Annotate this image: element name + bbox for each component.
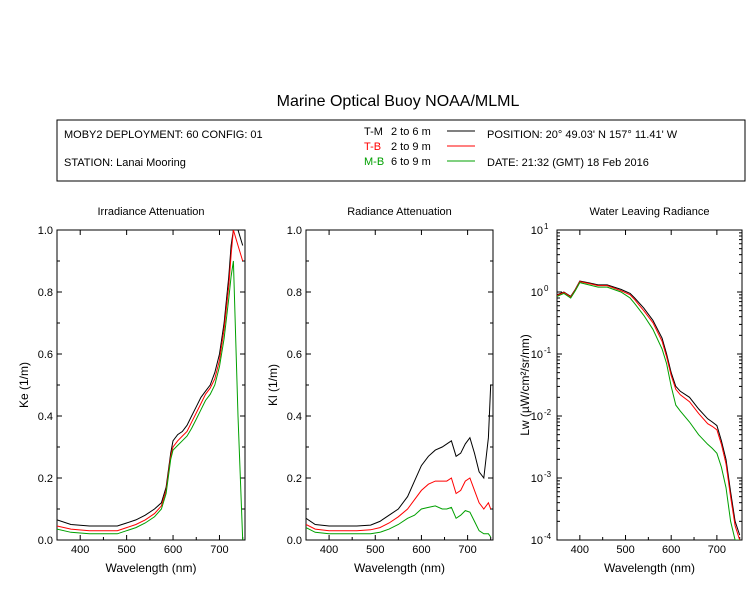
y-tick-label: 0.2 [287, 473, 302, 485]
plot-frame [305, 229, 494, 541]
series-line [557, 281, 741, 540]
y-tick-label: 1.0 [38, 225, 53, 237]
series-line [57, 230, 244, 527]
x-tick-label: 400 [571, 544, 589, 556]
position-text: POSITION: 20° 49.03' N 157° 11.41' W [487, 129, 678, 141]
y-tick-label: 10 [531, 287, 543, 299]
station-text: STATION: Lanai Mooring [64, 157, 186, 169]
panel-title: Irradiance Attenuation [97, 206, 204, 218]
y-tick-label: 10 [531, 473, 543, 485]
y-axis-label: Kl (1/m) [266, 364, 280, 406]
legend-range: 2 to 6 m [391, 126, 431, 138]
y-tick-label: 10 [531, 535, 543, 547]
x-tick-label: 700 [458, 544, 476, 556]
chart-title: Marine Optical Buoy NOAA/MLML [277, 93, 520, 110]
x-axis-label: Wavelength (nm) [354, 561, 445, 575]
y-tick-label: 0.6 [38, 349, 53, 361]
series-line [306, 477, 492, 532]
y-tick-label: 10 [531, 225, 543, 237]
chart-panel: Radiance Attenuation 400 500 600 700 0.0 0.2 0.… [266, 206, 494, 575]
y-tick-label-exponent: -4 [544, 532, 552, 541]
y-tick-label: 10 [531, 411, 543, 423]
y-tick-label-exponent: -2 [544, 408, 552, 417]
x-tick-label: 400 [71, 544, 89, 556]
x-tick-label: 600 [412, 544, 430, 556]
series-line [557, 282, 740, 540]
x-tick-label: 500 [117, 544, 135, 556]
x-tick-label: 700 [708, 544, 726, 556]
x-axis-label: Wavelength (nm) [106, 561, 197, 575]
series-line [306, 505, 492, 538]
chart-panels: Irradiance Attenuation 400 500 600 700 0.0 0.2… [17, 206, 743, 575]
date-text: DATE: 21:32 (GMT) 18 Feb 2016 [487, 157, 649, 169]
y-tick-label: 0.2 [38, 473, 53, 485]
x-tick-label: 500 [366, 544, 384, 556]
y-tick-label: 0.4 [287, 411, 302, 423]
y-tick-label-base: 10 [531, 349, 543, 361]
panel-title: Water Leaving Radiance [589, 206, 709, 218]
y-tick-label-base: 10 [531, 473, 543, 485]
legend-code: T-M [364, 126, 383, 138]
chart-panel: Irradiance Attenuation 400 500 600 700 0.0 0.2… [17, 206, 246, 575]
y-tick-label-exponent: 1 [544, 222, 549, 231]
y-tick-label-exponent: 0 [544, 284, 549, 293]
y-tick-label: 0.6 [287, 349, 302, 361]
y-tick-label-base: 10 [531, 411, 543, 423]
y-axis-label: Lw (µW/cm²/sr/nm) [518, 334, 532, 436]
legend-range: 6 to 9 m [391, 156, 431, 168]
legend: T-M 2 to 6 m T-B 2 to 9 m M-B 6 to 9 m [364, 126, 475, 168]
series-line [557, 280, 741, 536]
plot-frame [56, 229, 246, 541]
info-box: MOBY2 DEPLOYMENT: 60 CONFIG: 01 STATION:… [56, 119, 746, 182]
x-tick-label: 600 [164, 544, 182, 556]
x-tick-label: 400 [320, 544, 338, 556]
series-line [57, 230, 244, 532]
y-tick-label: 0.8 [287, 287, 302, 299]
y-tick-label-exponent: -3 [544, 470, 552, 479]
y-tick-label-base: 10 [531, 225, 543, 237]
series-line [57, 260, 244, 540]
y-tick-label-base: 10 [531, 535, 543, 547]
y-tick-label-exponent: -1 [544, 346, 552, 355]
y-tick-label: 0.8 [38, 287, 53, 299]
y-tick-label: 10 [531, 349, 543, 361]
plot-frame [556, 229, 743, 541]
y-axis-label: Ke (1/m) [17, 362, 31, 408]
y-tick-label: 0.0 [287, 535, 302, 547]
y-tick-label: 1.0 [287, 225, 302, 237]
x-tick-label: 500 [616, 544, 634, 556]
x-axis-label: Wavelength (nm) [604, 561, 695, 575]
legend-range: 2 to 9 m [391, 141, 431, 153]
deployment-text: MOBY2 DEPLOYMENT: 60 CONFIG: 01 [64, 129, 263, 141]
y-tick-label: 0.0 [38, 535, 53, 547]
legend-code: M-B [364, 156, 384, 168]
legend-code: T-B [364, 141, 381, 153]
panel-title: Radiance Attenuation [347, 206, 452, 218]
x-tick-label: 600 [662, 544, 680, 556]
y-tick-label: 0.4 [38, 411, 53, 423]
series-line [306, 384, 492, 527]
y-tick-label-base: 10 [531, 287, 543, 299]
x-tick-label: 700 [210, 544, 228, 556]
